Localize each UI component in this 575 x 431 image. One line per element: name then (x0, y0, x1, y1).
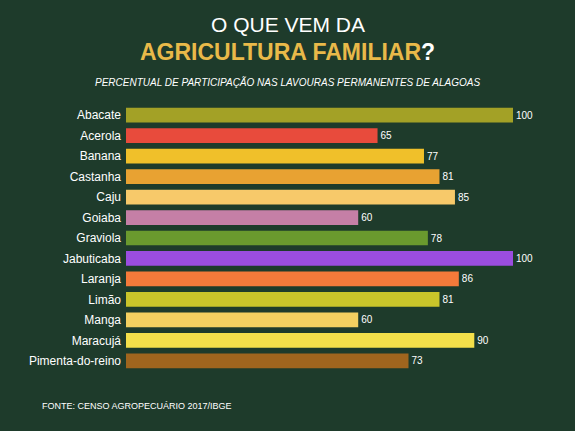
svg-text:Castanha: Castanha (70, 170, 122, 184)
svg-text:Banana: Banana (80, 149, 122, 163)
svg-text:Pimenta-do-reino: Pimenta-do-reino (29, 354, 121, 368)
svg-text:60: 60 (361, 212, 373, 223)
svg-text:78: 78 (431, 233, 443, 244)
svg-text:Laranja: Laranja (81, 272, 121, 286)
svg-text:81: 81 (442, 294, 454, 305)
svg-text:85: 85 (458, 192, 470, 203)
svg-text:Goiaba: Goiaba (82, 211, 121, 225)
svg-text:86: 86 (462, 273, 474, 284)
svg-text:90: 90 (477, 335, 489, 346)
svg-text:FONTE: CENSO AGROPECUÁRIO 2017: FONTE: CENSO AGROPECUÁRIO 2017/IBGE (42, 401, 232, 411)
svg-text:Abacate: Abacate (77, 108, 121, 122)
svg-text:O QUE VEM DA: O QUE VEM DA (211, 13, 365, 36)
svg-text:Graviola: Graviola (76, 231, 121, 245)
svg-text:AGRICULTURA FAMILIAR?: AGRICULTURA FAMILIAR? (140, 39, 435, 65)
svg-text:73: 73 (412, 355, 424, 366)
svg-text:77: 77 (427, 151, 439, 162)
svg-text:81: 81 (442, 171, 454, 182)
svg-text:Maracujá: Maracujá (72, 334, 122, 348)
svg-text:Caju: Caju (96, 190, 121, 204)
svg-text:60: 60 (361, 314, 373, 325)
svg-text:100: 100 (516, 110, 533, 121)
svg-text:Jabuticaba: Jabuticaba (63, 252, 121, 266)
svg-text:PERCENTUAL DE PARTICIPAÇÃO NAS: PERCENTUAL DE PARTICIPAÇÃO NAS LAVOURAS … (95, 76, 480, 88)
svg-text:Manga: Manga (84, 313, 121, 327)
svg-text:65: 65 (381, 130, 393, 141)
svg-text:100: 100 (516, 253, 533, 264)
svg-text:Limão: Limão (88, 293, 121, 307)
svg-text:Acerola: Acerola (80, 129, 121, 143)
